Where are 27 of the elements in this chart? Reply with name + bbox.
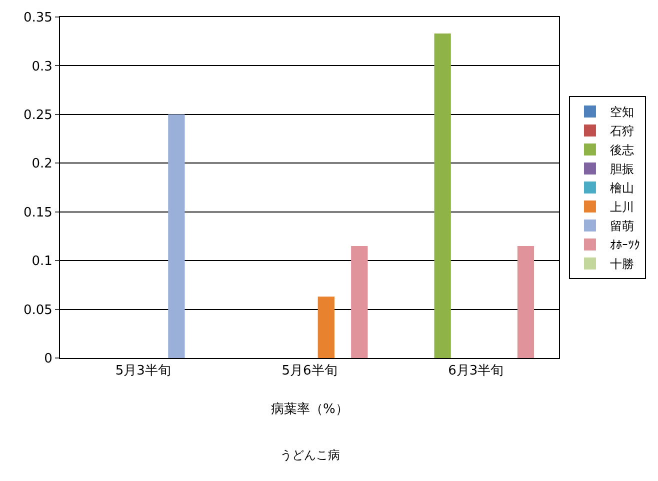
x-tick-label: 5月3半旬 <box>115 364 171 379</box>
text: うどんこ病 <box>280 448 340 462</box>
bar <box>434 34 451 358</box>
bar <box>351 246 368 358</box>
x-tick-label: 5月6半旬 <box>282 364 338 379</box>
y-tick-label: 0.1 <box>32 254 52 270</box>
y-tick-label: 0.35 <box>23 10 52 26</box>
legend-label: 石狩 <box>610 124 634 138</box>
legend-label: 後志 <box>610 143 634 158</box>
x-axis-title: 病葉率（%） <box>271 401 348 417</box>
y-tick-label: 0 <box>44 352 52 367</box>
bar <box>168 114 185 358</box>
x-tick-label: 6月3半旬 <box>448 364 504 379</box>
bar <box>517 246 534 358</box>
y-tick-label: 0.15 <box>23 205 52 220</box>
legend-label: 胆振 <box>610 162 634 176</box>
legend-label: 上川 <box>610 200 634 214</box>
y-tick-label: 0.05 <box>23 302 52 318</box>
legend-label: 十勝 <box>610 257 634 272</box>
legend-label: ｵﾎｰﾂｸ <box>610 238 640 252</box>
bar <box>318 296 334 358</box>
y-tick-label: 0.3 <box>32 59 52 74</box>
legend-label: 留萌 <box>610 219 634 234</box>
y-tick-label: 0.2 <box>32 156 52 172</box>
y-tick-label: 0.25 <box>23 108 52 123</box>
legend-label: 檜山 <box>610 181 634 196</box>
legend-label: 空知 <box>610 105 634 120</box>
